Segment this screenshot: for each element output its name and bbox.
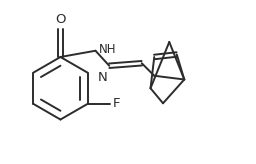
Text: NH: NH [99, 43, 116, 56]
Text: N: N [98, 71, 108, 84]
Text: O: O [55, 13, 66, 26]
Text: F: F [113, 97, 120, 110]
